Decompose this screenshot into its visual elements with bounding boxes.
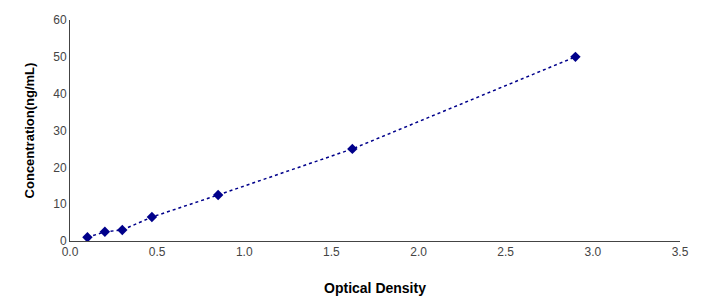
svg-text:10: 10 — [53, 197, 67, 211]
svg-text:Optical Density: Optical Density — [324, 280, 426, 296]
svg-text:1.5: 1.5 — [323, 245, 340, 259]
svg-text:0.5: 0.5 — [149, 245, 166, 259]
svg-text:50: 50 — [53, 50, 67, 64]
svg-text:40: 40 — [53, 87, 67, 101]
svg-text:60: 60 — [53, 13, 67, 27]
svg-text:Concentration(ng/mL): Concentration(ng/mL) — [22, 63, 37, 199]
svg-text:0: 0 — [60, 234, 67, 248]
svg-text:1.0: 1.0 — [236, 245, 253, 259]
svg-text:0.0: 0.0 — [62, 245, 79, 259]
svg-text:2.0: 2.0 — [410, 245, 427, 259]
svg-text:3.5: 3.5 — [672, 245, 689, 259]
svg-text:20: 20 — [53, 161, 67, 175]
svg-text:2.5: 2.5 — [497, 245, 514, 259]
svg-text:3.0: 3.0 — [585, 245, 602, 259]
svg-text:30: 30 — [53, 124, 67, 138]
